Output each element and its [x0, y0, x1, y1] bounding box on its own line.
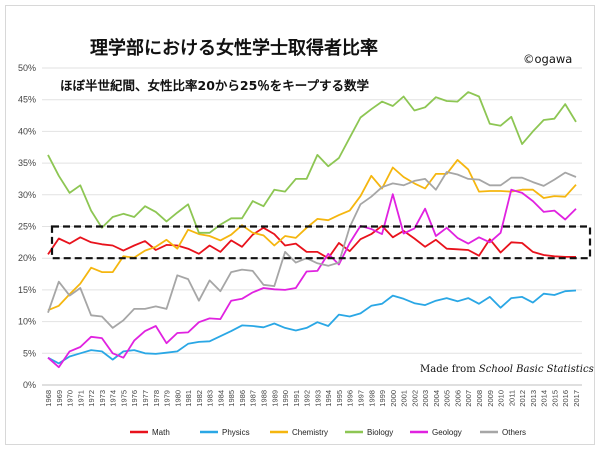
x-tick-label: 1997 — [356, 390, 365, 407]
x-tick-label: 1983 — [206, 390, 215, 407]
y-tick-label: 10% — [18, 317, 36, 327]
x-tick-label: 2014 — [540, 390, 549, 407]
x-tick-label: 2006 — [453, 390, 462, 407]
source-note: Made from School Basic Statistics — [420, 364, 594, 375]
author-credit: ©ogawa — [523, 52, 573, 66]
x-tick-label: 2003 — [421, 390, 430, 407]
x-tick-label: 2009 — [486, 390, 495, 407]
legend: Math Physics Chemistry Biology Geology Others — [130, 428, 526, 437]
series-line-geology — [47, 188, 577, 369]
y-tick-label: 25% — [18, 222, 36, 232]
x-tick-label: 1996 — [346, 390, 355, 407]
legend-label: Biology — [367, 428, 393, 437]
x-tick-label: 2007 — [464, 390, 473, 407]
y-tick-label: 40% — [18, 126, 36, 136]
y-tick-label: 20% — [18, 253, 36, 263]
x-tick-label: 1972 — [87, 390, 96, 407]
series-line-physics — [47, 289, 577, 365]
x-tick-label: 1979 — [163, 390, 172, 407]
x-tick-label: 1968 — [44, 390, 53, 407]
x-tick-label: 1971 — [76, 390, 85, 407]
x-tick-label: 1974 — [109, 390, 118, 407]
x-tick-label: 1982 — [195, 390, 204, 407]
x-tick-label: 1992 — [303, 390, 312, 407]
chart-title: 理学部における女性学士取得者比率 — [90, 38, 378, 59]
x-tick-label: 2012 — [518, 390, 527, 407]
y-axis-ticks: 0% 5% 10% 15% 20% 25% 30% 35% 40% 45% 50% — [18, 63, 36, 390]
x-tick-label: 2004 — [432, 390, 441, 407]
series-line-biology — [47, 91, 577, 234]
y-tick-label: 15% — [18, 285, 36, 295]
chart-frame — [5, 5, 595, 445]
x-tick-label: 2008 — [475, 390, 484, 407]
x-tick-label: 1977 — [141, 390, 150, 407]
legend-label: Chemistry — [292, 428, 328, 437]
source-prefix: Made from — [420, 364, 479, 375]
y-tick-label: 30% — [18, 190, 36, 200]
legend-label: Physics — [222, 428, 250, 437]
y-tick-label: 0% — [23, 380, 36, 390]
x-tick-label: 1975 — [119, 390, 128, 407]
x-tick-label: 2016 — [561, 390, 570, 407]
series-line-math — [47, 224, 576, 260]
x-tick-label: 1980 — [173, 390, 182, 407]
x-tick-label: 1973 — [98, 390, 107, 407]
legend-label: Math — [152, 428, 170, 437]
source-title: School Basic Statistics — [478, 364, 594, 375]
x-tick-label: 2000 — [389, 390, 398, 407]
x-tick-label: 1969 — [55, 390, 64, 407]
x-tick-label: 1993 — [313, 390, 322, 407]
x-tick-label: 1987 — [249, 390, 258, 407]
x-tick-label: 2013 — [529, 390, 538, 407]
x-tick-label: 1985 — [227, 390, 236, 407]
legend-label: Others — [502, 428, 526, 437]
x-tick-label: 1984 — [216, 390, 225, 407]
x-tick-label: 1998 — [367, 390, 376, 407]
y-tick-label: 35% — [18, 158, 36, 168]
y-tick-label: 45% — [18, 95, 36, 105]
x-tick-label: 1976 — [130, 390, 139, 407]
highlight-band — [50, 225, 592, 260]
x-axis-ticks: 1968 1969 1970 1971 1972 1973 1974 1975 1976 1977… — [44, 390, 581, 407]
series-lines — [47, 91, 577, 369]
y-tick-label: 50% — [18, 63, 36, 73]
x-tick-label: 1989 — [270, 390, 279, 407]
x-tick-label: 1990 — [281, 390, 290, 407]
x-tick-label: 2002 — [410, 390, 419, 407]
legend-label: Geology — [432, 428, 462, 437]
x-tick-label: 1994 — [324, 390, 333, 407]
x-tick-label: 2001 — [400, 390, 409, 407]
x-tick-label: 1988 — [260, 390, 269, 407]
x-tick-label: 2017 — [572, 390, 581, 407]
x-tick-label: 1991 — [292, 390, 301, 407]
x-tick-label: 2011 — [507, 390, 516, 406]
series-line-chemistry — [47, 158, 577, 312]
x-tick-label: 2010 — [497, 390, 506, 407]
x-tick-label: 1970 — [66, 390, 75, 407]
x-tick-label: 2005 — [443, 390, 452, 407]
x-tick-label: 1995 — [335, 390, 344, 407]
series-line-others — [47, 171, 577, 329]
x-tick-label: 1978 — [152, 390, 161, 407]
x-tick-label: 1981 — [184, 390, 193, 407]
chart-subtitle: ほぼ半世紀間、女性比率20から25％をキープする数学 — [60, 78, 370, 93]
x-tick-label: 2015 — [550, 390, 559, 407]
x-tick-label: 1986 — [238, 390, 247, 407]
y-tick-label: 5% — [23, 348, 36, 358]
highlight-band-box — [50, 225, 592, 260]
x-tick-label: 1999 — [378, 390, 387, 407]
